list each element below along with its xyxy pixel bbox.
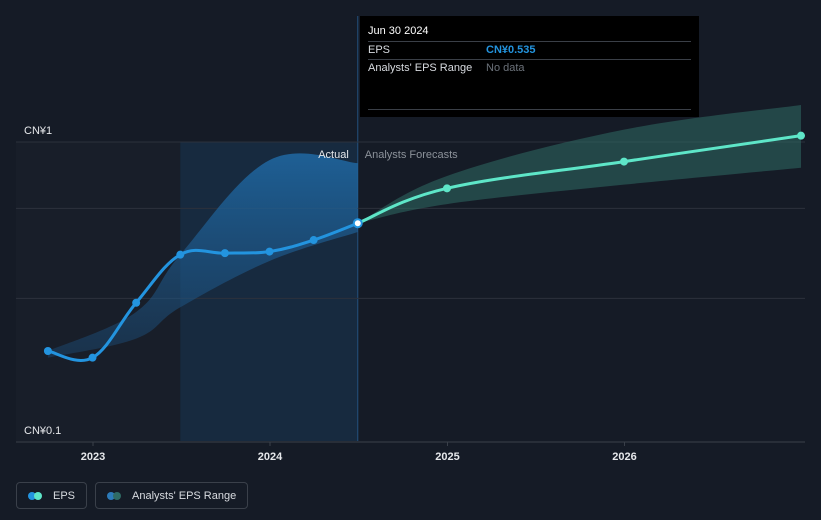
tooltip-eps-label: EPS <box>368 44 391 56</box>
legend: EPS Analysts' EPS Range <box>16 482 249 509</box>
x-tick-label: 2023 <box>81 451 105 463</box>
forecast-section-label: Analysts Forecasts <box>365 149 458 161</box>
x-tick-label: 2025 <box>435 451 459 463</box>
legend-eps-range[interactable]: Analysts' EPS Range <box>95 482 249 509</box>
legend-eps-label: EPS <box>53 489 76 502</box>
x-tick-label: 2026 <box>612 451 636 463</box>
eps-point <box>132 298 141 307</box>
tooltip-row-eps: EPS CN¥0.535 <box>368 42 691 60</box>
eps-forecast-line <box>356 134 803 225</box>
eps-point <box>176 250 185 259</box>
y-axis-bottom-label: CN¥0.1 <box>24 425 61 437</box>
tooltip: Jun 30 2024 EPS CN¥0.535 Analysts' EPS R… <box>360 16 699 117</box>
eps-point <box>43 346 52 355</box>
eps-point <box>352 218 363 229</box>
tooltip-divider <box>368 109 691 110</box>
legend-range-swatch-icon <box>107 491 123 500</box>
eps-point <box>309 236 318 245</box>
eps-point <box>220 249 229 258</box>
actual-eps-range-band <box>47 153 358 358</box>
eps-forecast-point <box>443 184 451 193</box>
tooltip-eps-value: CN¥0.535 <box>486 44 536 56</box>
tooltip-row-range: Analysts' EPS Range No data <box>368 60 691 77</box>
x-tick-label: 2024 <box>258 451 283 463</box>
tooltip-date: Jun 30 2024 <box>368 23 691 42</box>
legend-eps[interactable]: EPS <box>16 482 88 509</box>
eps-point <box>88 353 97 362</box>
tooltip-range-value: No data <box>486 62 525 74</box>
eps-point <box>265 247 274 256</box>
legend-eps-swatch-icon <box>28 491 44 500</box>
forecast-eps-range-band <box>357 104 801 224</box>
y-axis-top-label: CN¥1 <box>24 125 52 137</box>
eps-forecast-point <box>797 131 805 140</box>
tooltip-range-label: Analysts' EPS Range <box>368 62 473 74</box>
actual-section-label: Actual <box>318 149 349 161</box>
eps-line <box>46 221 360 362</box>
past-region <box>16 142 181 441</box>
eps-forecast-point <box>620 157 628 166</box>
legend-range-label: Analysts' EPS Range <box>132 489 237 502</box>
